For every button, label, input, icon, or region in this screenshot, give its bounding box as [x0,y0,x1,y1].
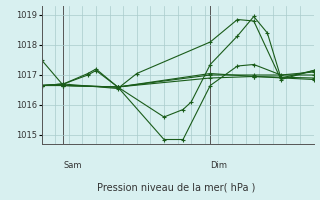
Text: Dim: Dim [210,161,227,170]
Text: Pression niveau de la mer( hPa ): Pression niveau de la mer( hPa ) [97,182,255,192]
Text: Sam: Sam [63,161,82,170]
